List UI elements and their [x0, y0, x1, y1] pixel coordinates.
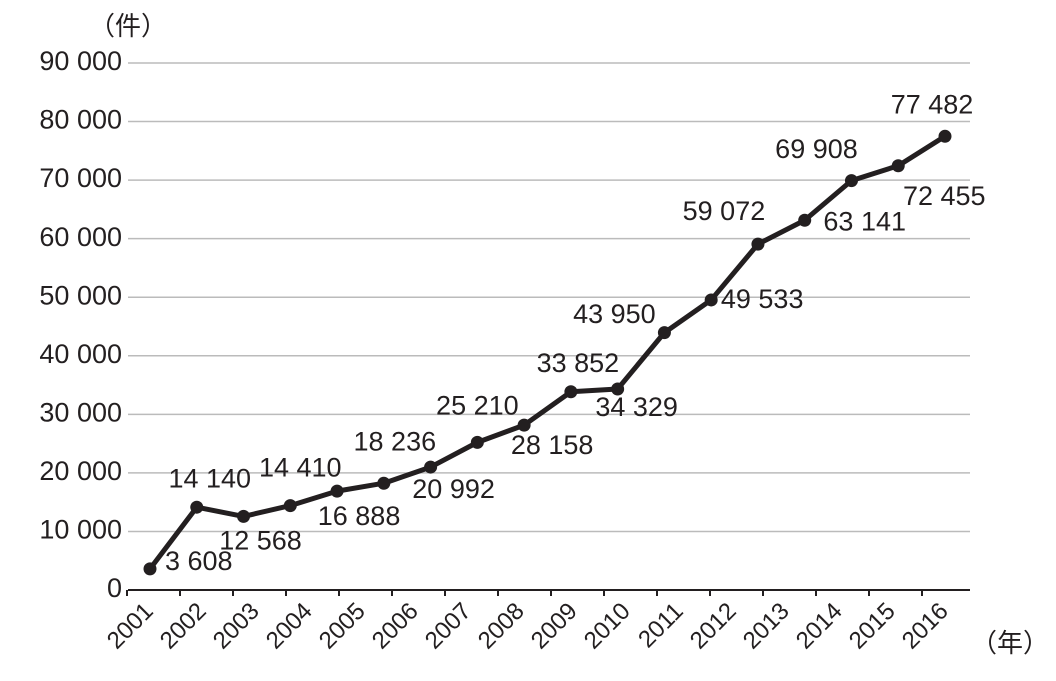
data-label: 43 950 [573, 299, 656, 329]
data-label: 77 482 [891, 89, 974, 119]
data-point [330, 484, 344, 498]
data-point [657, 326, 671, 340]
data-label: 28 158 [511, 430, 594, 460]
y-tick-label: 0 [107, 573, 122, 603]
data-label: 20 992 [412, 474, 495, 504]
data-point [704, 293, 718, 307]
data-label: 33 852 [537, 348, 620, 378]
data-label: 3 608 [165, 546, 233, 576]
x-tick-label: 2007 [420, 598, 477, 655]
data-point [517, 418, 531, 432]
data-label: 14 140 [168, 463, 251, 493]
x-tick-label: 2002 [155, 598, 212, 655]
data-label: 25 210 [436, 391, 519, 421]
x-tick-label: 2013 [738, 598, 795, 655]
y-tick-label: 90 000 [39, 46, 122, 76]
x-tick-label: 2008 [473, 598, 530, 655]
x-tick-label: 2015 [844, 598, 901, 655]
data-label: 63 141 [823, 206, 906, 236]
data-line [148, 134, 947, 571]
x-tick-label: 2004 [261, 598, 318, 655]
data-label: 59 072 [683, 196, 766, 226]
data-label: 49 533 [721, 284, 804, 314]
data-point [470, 435, 484, 449]
x-tick-label: 2010 [579, 598, 636, 655]
y-tick-label: 50 000 [39, 280, 122, 310]
data-point [377, 476, 391, 490]
x-tick-label: 2003 [208, 598, 265, 655]
data-point [891, 159, 905, 173]
data-point [611, 382, 625, 396]
y-tick-label: 30 000 [39, 397, 122, 427]
data-point [564, 385, 578, 399]
x-axis-label: （年） [971, 628, 1049, 658]
data-point [143, 562, 157, 576]
data-point [424, 460, 438, 474]
data-label: 14 410 [259, 453, 342, 483]
y-tick-label: 60 000 [39, 222, 122, 252]
x-tick-label: 2014 [791, 598, 848, 655]
data-point [237, 509, 251, 523]
data-label: 12 568 [219, 526, 302, 556]
y-tick-label: 40 000 [39, 339, 122, 369]
x-tick-label: 2016 [897, 598, 954, 655]
y-tick-label: 20 000 [39, 456, 122, 486]
y-tick-label: 70 000 [39, 163, 122, 193]
data-label: 72 455 [903, 181, 986, 211]
x-tick-label: 2005 [314, 598, 371, 655]
data-point [751, 237, 765, 251]
x-tick-label: 2001 [102, 598, 159, 655]
data-point [283, 499, 297, 513]
data-point [938, 129, 952, 143]
y-axis-label: （件） [89, 11, 167, 41]
x-tick-label: 2011 [633, 598, 689, 654]
x-tick-label: 2012 [685, 598, 742, 655]
x-tick-label: 2009 [526, 598, 583, 655]
data-label: 69 908 [775, 134, 858, 164]
data-label: 34 329 [595, 392, 678, 422]
y-tick-label: 10 000 [39, 515, 122, 545]
data-point [190, 500, 204, 514]
x-tick-label: 2006 [367, 598, 424, 655]
y-tick-label: 80 000 [39, 105, 122, 135]
data-label: 16 888 [318, 501, 401, 531]
data-label: 18 236 [354, 426, 437, 456]
data-point [798, 213, 812, 227]
data-point [844, 174, 858, 188]
